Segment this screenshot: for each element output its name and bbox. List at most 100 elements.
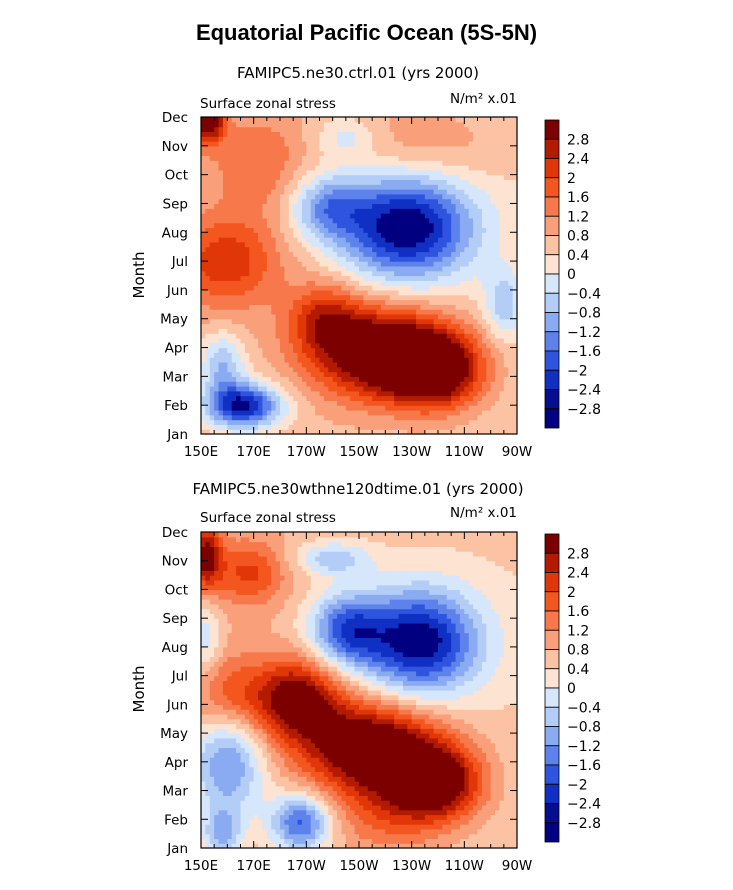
heatmap-cell <box>201 213 206 219</box>
heatmap-cell <box>337 299 343 305</box>
heatmap-cell <box>438 227 443 233</box>
heatmap-cell <box>231 385 237 392</box>
heatmap-cell <box>341 222 347 229</box>
heatmap-cell <box>359 261 364 267</box>
heatmap-cell <box>416 227 422 233</box>
heatmap-cell <box>451 131 457 137</box>
heatmap-cell <box>398 381 404 387</box>
heatmap-cell <box>398 126 404 133</box>
heatmap-cell <box>380 198 386 205</box>
heatmap-cell <box>424 385 430 392</box>
heatmap-cell <box>209 429 215 435</box>
heatmap-cell <box>407 357 413 363</box>
heatmap-cell <box>240 294 246 301</box>
heatmap-cell <box>380 160 386 166</box>
heatmap-cell <box>367 237 373 243</box>
heatmap-cell <box>389 270 395 277</box>
heatmap-cell <box>394 232 400 238</box>
heatmap-cell <box>350 385 356 392</box>
heatmap-cell <box>222 424 228 430</box>
heatmap-cell <box>306 198 312 205</box>
heatmap-cell <box>227 400 233 406</box>
heatmap-cell <box>306 232 312 238</box>
heatmap-cell <box>231 371 237 377</box>
heatmap-cell <box>433 289 439 296</box>
heatmap-cell <box>227 184 233 190</box>
heatmap-cell <box>389 222 395 229</box>
heatmap-cell <box>376 313 382 320</box>
heatmap-cell <box>350 323 356 329</box>
heatmap-cell <box>337 385 343 392</box>
heatmap-cell <box>459 285 465 291</box>
heatmap-cell <box>481 126 487 133</box>
heatmap-cell <box>459 198 465 205</box>
heatmap-cell <box>407 198 413 205</box>
heatmap-cell <box>244 131 250 137</box>
heatmap-cell <box>429 357 435 363</box>
heatmap-cell <box>429 227 435 233</box>
heatmap-cell <box>350 169 356 176</box>
heatmap-cell <box>284 160 290 166</box>
heatmap-cell <box>394 313 400 320</box>
colorbar-box <box>544 273 560 294</box>
heatmap-cell <box>244 366 250 373</box>
heatmap-cell <box>284 136 290 142</box>
heatmap-cell <box>209 275 215 281</box>
heatmap-cell <box>284 337 290 344</box>
heatmap-cell <box>376 121 382 128</box>
heatmap-cell <box>464 265 470 272</box>
heatmap-cell <box>495 217 501 224</box>
heatmap-cell <box>328 251 334 257</box>
heatmap-cell <box>433 246 439 253</box>
heatmap-cell <box>262 429 268 435</box>
heatmap-cell <box>205 366 211 373</box>
heatmap-cell <box>337 208 343 214</box>
heatmap-cell <box>306 179 312 185</box>
heatmap-cell <box>275 352 281 358</box>
heatmap-cell <box>459 323 465 329</box>
heatmap-cell <box>429 165 435 171</box>
heatmap-cell <box>323 117 329 123</box>
heatmap-cell <box>236 121 242 128</box>
heatmap-cell <box>477 270 483 277</box>
heatmap-cell <box>350 309 356 315</box>
heatmap-cell <box>481 299 487 305</box>
heatmap-cell <box>363 237 369 243</box>
heatmap-cell <box>253 193 259 200</box>
heatmap-cell <box>332 385 338 392</box>
heatmap-cell <box>508 165 514 171</box>
heatmap-cell <box>481 328 487 334</box>
heatmap-cell <box>398 385 404 392</box>
heatmap-cell <box>236 313 242 320</box>
heatmap-cell <box>367 227 373 233</box>
heatmap-cell <box>310 174 316 181</box>
heatmap-cell <box>380 424 386 430</box>
heatmap-cell <box>297 280 303 286</box>
heatmap-cell <box>429 237 435 243</box>
heatmap-cell <box>372 193 378 200</box>
heatmap-cell <box>411 165 417 171</box>
heatmap-cell <box>363 313 369 320</box>
heatmap-cell <box>280 843 285 849</box>
heatmap-cell <box>468 333 474 339</box>
heatmap-cell <box>477 136 483 142</box>
heatmap-cell <box>442 357 448 363</box>
heatmap-cell <box>451 193 457 200</box>
heatmap-cell <box>323 328 329 334</box>
heatmap-cell <box>240 237 246 243</box>
heatmap-cell <box>214 304 220 310</box>
heatmap-cell <box>337 381 343 387</box>
heatmap-cell <box>332 251 338 257</box>
heatmap-cell <box>424 141 430 147</box>
heatmap-cell <box>266 150 272 157</box>
heatmap-cell <box>385 150 391 157</box>
heatmap-cell <box>328 265 334 272</box>
heatmap-cell <box>262 150 268 157</box>
heatmap-cell <box>310 285 316 291</box>
heatmap-cell <box>503 232 509 238</box>
heatmap-cell <box>512 313 518 320</box>
heatmap-cell <box>503 203 509 209</box>
heatmap-cell <box>451 203 457 209</box>
heatmap-cell <box>481 385 487 392</box>
colorbar-box <box>544 369 560 390</box>
